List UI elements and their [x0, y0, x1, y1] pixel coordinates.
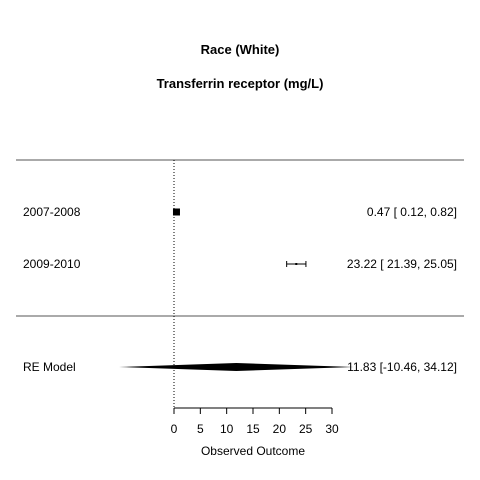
- x-tick-label: 0: [171, 422, 178, 436]
- study-rows: 2007-2008 0.47 [ 0.12, 0.82] 2009-2010 23.2…: [23, 205, 457, 271]
- x-tick-label: 5: [197, 422, 204, 436]
- x-tick-label: 20: [273, 422, 287, 436]
- x-axis: 0 5 10 15 20 25 30: [171, 407, 339, 436]
- x-tick-label: 30: [325, 422, 339, 436]
- x-axis-label: Observed Outcome: [201, 444, 305, 458]
- summary-diamond: [118, 363, 354, 371]
- summary-estimate-text: 11.83 [-10.46, 34.12]: [347, 360, 457, 374]
- study-estimate-text: 0.47 [ 0.12, 0.82]: [367, 205, 457, 219]
- x-tick-label: 25: [299, 422, 313, 436]
- study-label: 2009-2010: [23, 257, 81, 271]
- summary-row: RE Model 11.83 [-10.46, 34.12]: [23, 360, 457, 374]
- x-tick-label: 10: [220, 422, 234, 436]
- study-estimate-text: 23.22 [ 21.39, 25.05]: [347, 257, 457, 271]
- x-tick-label: 15: [246, 422, 260, 436]
- summary-label: RE Model: [23, 360, 76, 374]
- chart-title: Race (White): [201, 42, 280, 57]
- study-label: 2007-2008: [23, 205, 81, 219]
- chart-subtitle: Transferrin receptor (mg/L): [157, 76, 324, 91]
- study-point: [295, 263, 298, 265]
- study-point: [172, 208, 180, 216]
